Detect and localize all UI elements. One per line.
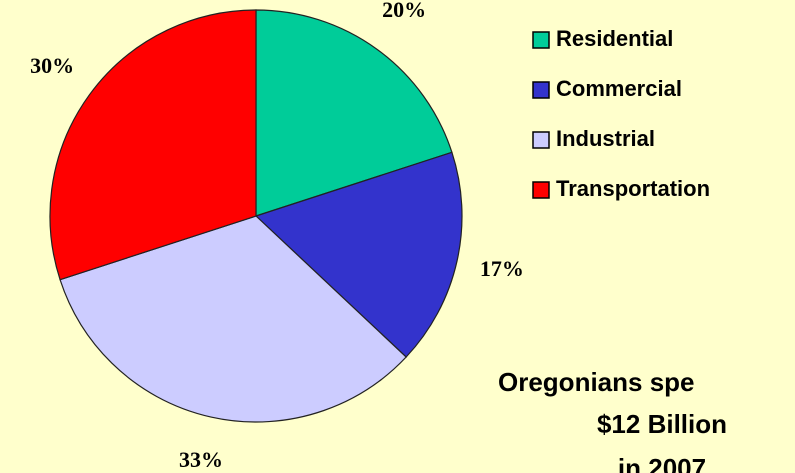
legend-label: Transportation [556, 176, 710, 201]
annotation: in 2007 [618, 453, 706, 473]
legend-swatch [532, 131, 550, 149]
legend-swatch [532, 81, 550, 99]
data-label: 33% [179, 447, 223, 472]
annotation: $12 Billion [597, 409, 727, 439]
legend-label: Residential [556, 26, 673, 51]
pie-slice [49, 9, 257, 281]
data-label: 30% [30, 53, 74, 78]
data-label: 20% [382, 0, 426, 22]
data-label: 17% [480, 256, 524, 281]
pie-slice [255, 9, 453, 217]
legend-swatch [532, 181, 550, 199]
pie-slice [59, 215, 408, 423]
annotation: Oregonians spe [498, 367, 695, 397]
pie-slice [254, 151, 463, 358]
legend-label: Commercial [556, 76, 682, 101]
legend-label: Industrial [556, 126, 655, 151]
legend-swatch [532, 31, 550, 49]
